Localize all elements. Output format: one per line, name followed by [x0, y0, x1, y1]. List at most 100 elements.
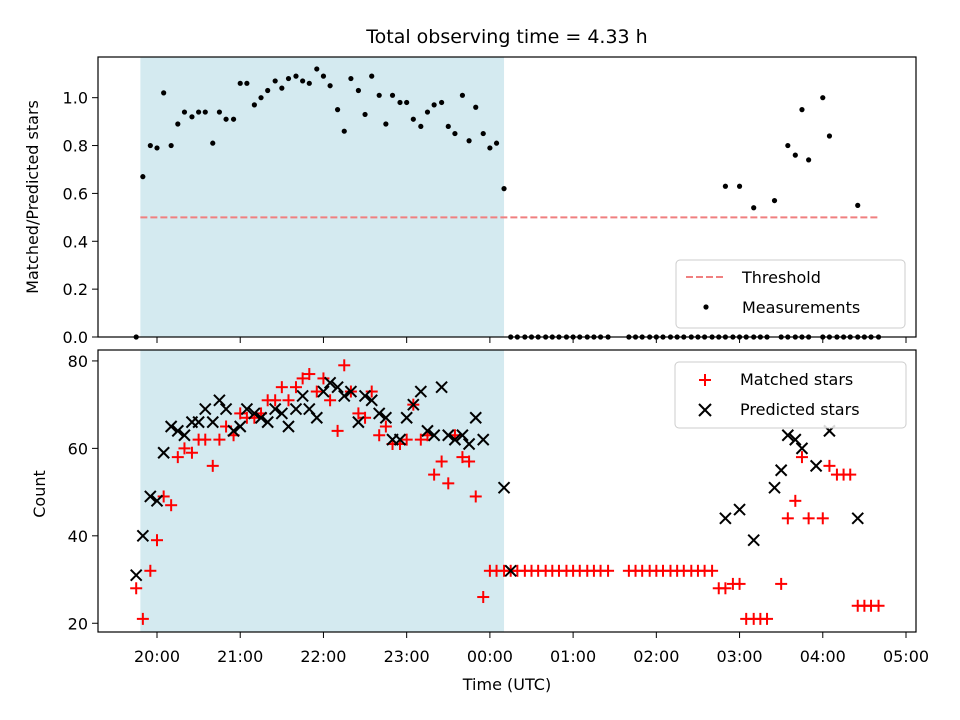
measurement-point: [334, 107, 341, 113]
matched-star-point: [816, 512, 829, 525]
matched-star-point: [359, 411, 372, 424]
predicted-star-point: [227, 424, 240, 438]
matched-star-point: [823, 459, 836, 472]
measurement-point: [210, 140, 216, 146]
predicted-star-point: [206, 415, 219, 429]
predicted-star-point: [261, 415, 274, 429]
predicted-star-point: [365, 394, 378, 407]
predicted-star-point: [372, 407, 386, 420]
measurement-point: [244, 80, 250, 86]
x-axis-label: Time (UTC): [462, 675, 551, 694]
matched-star-point: [136, 612, 149, 625]
x-tick-label: 01:00: [550, 647, 596, 666]
predicted-star-point: [421, 424, 434, 438]
measurement-point: [452, 130, 458, 137]
bottom-x-axis: 20:00 21:00 22:00 23:00 00:00 01:00 02:00 03:00…: [134, 632, 929, 666]
predicted-star-point: [781, 429, 795, 442]
measurement-point: [147, 142, 153, 149]
measurement-point: [410, 116, 416, 122]
matched-star-point: [428, 468, 441, 481]
predicted-star-point: [462, 437, 476, 451]
x-tick-label: 00:00: [467, 647, 513, 666]
matched-star-point: [199, 433, 212, 446]
matched-star-point: [165, 499, 178, 512]
matched-star-point: [213, 433, 226, 446]
predicted-star-point: [331, 380, 344, 394]
predicted-star-point: [344, 385, 358, 398]
top-legend-box: [675, 259, 906, 329]
top-y-tick-label: 1.0: [63, 89, 88, 108]
predicted-star-point: [317, 385, 330, 398]
matched-star-point: [781, 512, 794, 525]
measurement-point: [397, 99, 403, 106]
measurement-point: [431, 102, 437, 108]
predicted-star-point: [199, 402, 212, 416]
measurement-point: [480, 130, 486, 137]
matched-star-point: [269, 394, 282, 407]
matched-star-point: [151, 534, 163, 547]
predicted-star-point: [477, 433, 490, 446]
predicted-star-point: [407, 398, 420, 411]
matched-stars-series: [130, 359, 885, 625]
predicted-star-point: [275, 407, 289, 420]
measurement-point: [799, 107, 805, 113]
measurement-point: [348, 75, 354, 82]
measurement-point: [230, 116, 237, 122]
matched-star-point: [185, 446, 198, 459]
predicted-star-point: [164, 420, 178, 433]
measurement-point: [389, 92, 396, 98]
predicted-star-point: [768, 481, 781, 494]
matched-star-point: [379, 420, 392, 433]
measurement-point: [314, 66, 320, 72]
bottom-y-axis-label: Count: [30, 470, 49, 518]
matched-star-point: [206, 459, 219, 472]
threshold-legend-label: Threshold: [741, 268, 821, 287]
measurement-point: [175, 121, 181, 127]
top-y-axis: 0.0 0.2 0.4 0.6 0.8 1.0: [63, 89, 98, 347]
predicted-star-point: [157, 446, 170, 459]
matched-star-point: [338, 359, 351, 372]
matched-star-point: [171, 451, 184, 464]
x-tick-label: 05:00: [883, 647, 929, 666]
predicted-legend-label: Predicted stars: [740, 400, 860, 419]
measurement-point: [501, 186, 507, 192]
measurement-point: [771, 197, 778, 204]
matched-star-point: [310, 385, 323, 398]
measurement-point: [161, 90, 167, 96]
measurement-point: [181, 109, 188, 115]
predicted-star-point: [234, 420, 247, 433]
matched-star-point: [414, 433, 427, 446]
predicted-legend-swatch: [698, 403, 712, 417]
matched-star-point: [303, 368, 316, 381]
predicted-star-point: [448, 433, 462, 446]
predicted-star-point: [248, 407, 261, 420]
measurement-point: [362, 111, 368, 118]
matched-star-point: [789, 494, 802, 507]
predicted-star-point: [795, 442, 809, 455]
matched-star-point: [435, 455, 448, 468]
matched-legend-label: Matched stars: [740, 370, 853, 389]
top-y-tick-label: 0.6: [63, 184, 88, 203]
measurements-legend-label: Measurements: [742, 298, 860, 317]
predicted-star-point: [400, 411, 413, 424]
predicted-star-point: [129, 568, 143, 582]
measurement-point: [424, 109, 431, 115]
measurement-point: [300, 78, 306, 84]
measurement-point: [237, 80, 243, 86]
bottom-y-axis: 20 40 60 80: [68, 352, 98, 633]
top-y-tick-label: 0.0: [63, 328, 88, 347]
measurement-point: [285, 75, 292, 82]
matched-star-point: [456, 451, 469, 464]
predicted-star-point: [851, 512, 864, 525]
measurement-point: [820, 95, 826, 101]
measurement-point: [487, 145, 493, 151]
measurement-point: [826, 133, 833, 139]
matched-star-point: [802, 512, 815, 525]
matched-star-point: [761, 612, 774, 625]
matched-star-point: [157, 490, 170, 503]
matched-star-point: [317, 372, 330, 385]
x-tick-label: 22:00: [300, 647, 346, 666]
matched-star-point: [602, 564, 615, 577]
predicted-star-point: [469, 411, 482, 424]
measurement-point: [279, 85, 285, 91]
